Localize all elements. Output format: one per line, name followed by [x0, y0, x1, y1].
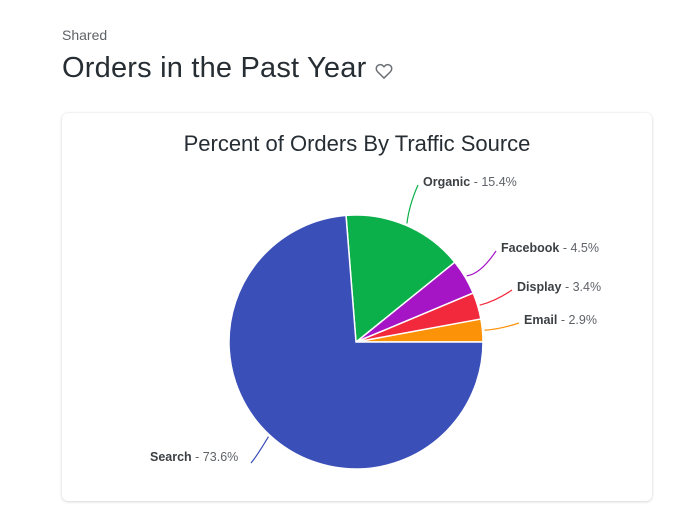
pie-chart: Email - 2.9% Display - 3.4% Facebook - 4.5…: [150, 175, 601, 470]
breadcrumb[interactable]: Shared: [62, 27, 108, 43]
chart-card: Percent of Orders By Traffic Source Emai…: [62, 113, 652, 501]
slice-label-display: Display - 3.4%: [517, 280, 601, 294]
slice-label-organic: Organic - 15.4%: [423, 175, 517, 189]
slice-label-email: Email - 2.9%: [524, 313, 597, 327]
slice-label-facebook: Facebook - 4.5%: [501, 241, 599, 255]
slice-label-search: Search - 73.6%: [150, 450, 238, 464]
connector-facebook: [466, 250, 497, 277]
pie-slice-search[interactable]: [228, 214, 484, 470]
pie-slice-organic[interactable]: [345, 214, 456, 344]
connector-display: [479, 289, 513, 306]
connector-organic: [406, 184, 419, 224]
heart-icon[interactable]: [374, 61, 394, 81]
title-row: Orders in the Past Year: [62, 52, 394, 85]
chart-title: Percent of Orders By Traffic Source: [183, 131, 531, 156]
page-title: Orders in the Past Year: [62, 52, 367, 84]
connector-email: [484, 322, 520, 331]
connector-search: [250, 436, 269, 464]
